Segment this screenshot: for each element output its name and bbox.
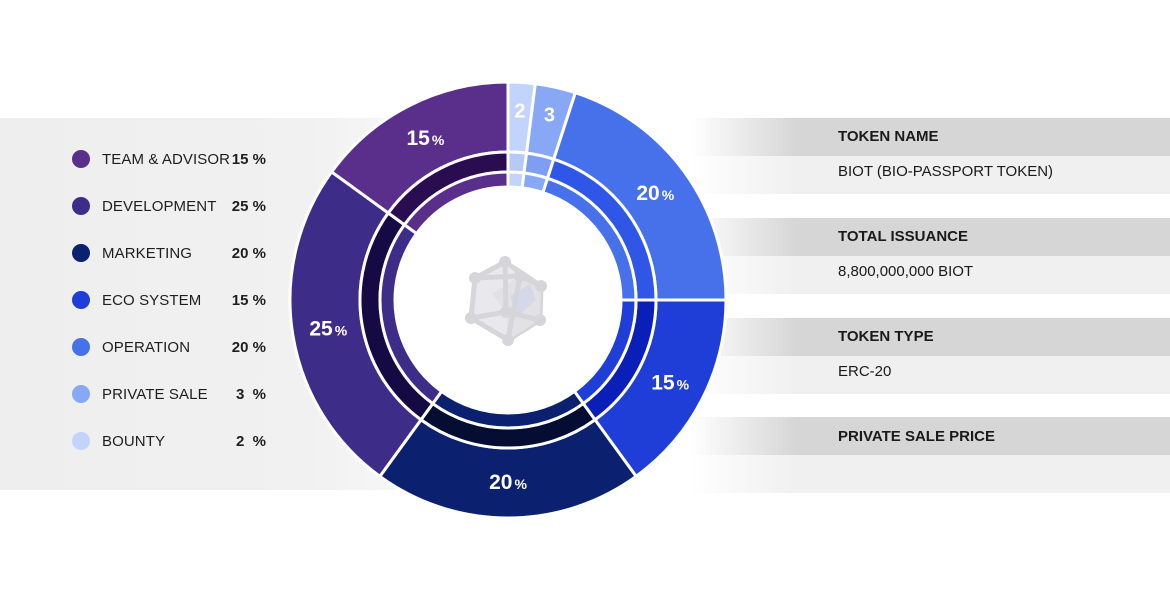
total-issuance-value-band <box>690 256 1170 294</box>
legend-label: OPERATION <box>102 338 191 356</box>
donut-slices <box>288 80 728 520</box>
legend-item-private-sale: PRIVATE SALE 3 % <box>72 383 272 405</box>
total-issuance-header-band <box>690 218 1170 256</box>
private-sale-price-label: PRIVATE SALE PRICE <box>838 428 995 445</box>
token-name-label: TOKEN NAME <box>838 128 939 145</box>
total-issuance-value: 8,800,000,000 BIOT <box>838 263 974 280</box>
legend-item-bounty: BOUNTY 2 % <box>72 430 272 452</box>
token-name-header-band <box>690 118 1170 156</box>
legend-percent: 15 % <box>231 150 266 168</box>
token-type-header-band <box>690 318 1170 356</box>
token-type-label: TOKEN TYPE <box>838 328 934 345</box>
legend-dot <box>72 338 90 356</box>
legend-percent: 2 % <box>235 432 266 450</box>
legend-item-operation: OPERATION 20 % <box>72 336 272 358</box>
slice-label-marketing: 20% <box>489 471 527 494</box>
token-name-value-band <box>690 156 1170 194</box>
legend-percent: 3 % <box>235 385 266 403</box>
legend-label: DEVELOPMENT <box>102 197 217 215</box>
legend-label: PRIVATE SALE <box>102 385 208 403</box>
legend-percent: 20 % <box>231 338 266 356</box>
token-name-value: BIOT (BIO-PASSPORT TOKEN) <box>838 163 1054 180</box>
legend-dot <box>72 197 90 215</box>
token-type-value: ERC-20 <box>838 363 892 380</box>
legend-percent: 20 % <box>231 244 266 262</box>
slice-label-operation: 20% <box>636 182 674 205</box>
legend-item-marketing: MARKETING 20 % <box>72 242 272 264</box>
legend-dot <box>72 291 90 309</box>
token-type-value-band <box>690 356 1170 394</box>
legend-percent: 25 % <box>231 197 266 215</box>
total-issuance-label: TOTAL ISSUANCE <box>838 228 969 245</box>
legend-label: MARKETING <box>102 244 193 262</box>
legend-item-team-advisor: TEAM & ADVISOR 15 % <box>72 148 272 170</box>
slice-label-development: 25% <box>309 317 347 340</box>
slice-label-bounty: 2 <box>514 100 525 122</box>
slice-label-eco-system: 15% <box>651 372 689 395</box>
legend-label: BOUNTY <box>102 432 166 450</box>
private-sale-price-header-band <box>690 417 1170 455</box>
legend-percent: 15 % <box>231 291 266 309</box>
legend-dot <box>72 432 90 450</box>
cube-network-icon <box>465 256 547 346</box>
legend-dot <box>72 150 90 168</box>
slice-label-team-advisor: 15% <box>406 127 444 150</box>
slice-label-private-sale: 3 <box>544 105 555 127</box>
legend-label: ECO SYSTEM <box>102 291 202 309</box>
legend-dot <box>72 385 90 403</box>
private-sale-price-value-band <box>690 455 1170 493</box>
legend-item-eco-system: ECO SYSTEM 15 % <box>72 289 272 311</box>
legend-dot <box>72 244 90 262</box>
legend-label: TEAM & ADVISOR <box>102 150 231 168</box>
slice-labels: 2 3 20 % 15 % 20 % 25 % 15% <box>309 100 689 494</box>
legend-item-development: DEVELOPMENT 25 % <box>72 195 272 217</box>
